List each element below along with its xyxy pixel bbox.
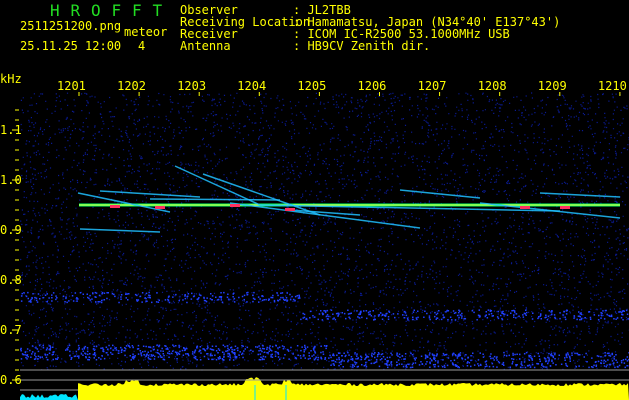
observer-value: : JL2TBB [293, 3, 351, 17]
observer-label: Observer [180, 3, 238, 17]
x-tick-label: 1208 [477, 79, 507, 93]
location-label: Receiving Location [180, 15, 311, 29]
x-tick-label: 1205 [297, 79, 327, 93]
datetime: 25.11.25 12:00 [20, 39, 122, 53]
meteor-head [230, 204, 240, 207]
meteor-trace [539, 192, 621, 198]
meteor-trace [479, 202, 621, 219]
meteor-label: meteor [124, 25, 168, 39]
meteor-traces [77, 165, 621, 233]
meteor-head [560, 206, 570, 209]
receiver-value: : ICOM IC-R2500 53.1000MHz USB [293, 27, 510, 41]
title-letter: O [91, 1, 101, 20]
receiver-label: Receiver [180, 27, 238, 41]
title-letter: F [132, 1, 142, 20]
filename: 2511251200.png [20, 19, 122, 33]
histogram-pre [20, 394, 78, 400]
histogram-bars [78, 377, 629, 400]
x-tick-label: 1204 [237, 79, 267, 93]
meteor-trace [229, 202, 421, 229]
noise-dots [20, 92, 629, 371]
x-tick-label: 1203 [177, 79, 207, 93]
noise-layer [20, 92, 629, 371]
meteor-head [520, 206, 530, 209]
meteor-trace [202, 173, 321, 216]
meteor-trace [99, 190, 201, 198]
meteor-trace [289, 209, 361, 216]
meteor-count: 4 [138, 39, 146, 53]
antenna-label: Antenna [180, 39, 231, 53]
y-axis-label: kHz [0, 72, 22, 86]
meteor-trace [174, 165, 261, 206]
meteor-head [110, 205, 120, 208]
y-tick-label: 1.1 [0, 123, 22, 137]
title-letter: H [50, 1, 60, 20]
x-tick-label: 1202 [117, 79, 146, 93]
noise-band [20, 291, 629, 369]
meteor-head [155, 206, 165, 209]
axes [12, 92, 629, 391]
meteor-trace [77, 192, 171, 213]
title-letter: F [111, 1, 122, 20]
x-tick-label: 1207 [417, 79, 447, 93]
location-value: : Hamamatsu, Japan (N34°40' E137°43') [293, 15, 561, 29]
x-tick-label: 1201 [57, 79, 86, 93]
title-letter: T [152, 1, 163, 20]
meteor-trace [399, 189, 481, 199]
meteor-trace [259, 204, 561, 212]
title-letter: R [70, 1, 81, 20]
x-tick-label: 1206 [357, 79, 387, 93]
y-tick-label: 0.7 [0, 323, 22, 337]
signal-histogram [20, 377, 629, 400]
x-tick-label: 1209 [537, 79, 567, 93]
y-tick-label: 0.9 [0, 223, 22, 237]
meteor-trace [149, 198, 281, 201]
antenna-value: : HB9CV Zenith dir. [293, 39, 431, 53]
meteor-head [285, 208, 295, 211]
y-tick-label: 1.0 [0, 173, 22, 187]
meteor-trace [79, 228, 161, 233]
y-tick-label: 0.6 [0, 373, 22, 387]
x-tick-label: 1210 [597, 79, 627, 93]
y-tick-label: 0.8 [0, 273, 22, 287]
